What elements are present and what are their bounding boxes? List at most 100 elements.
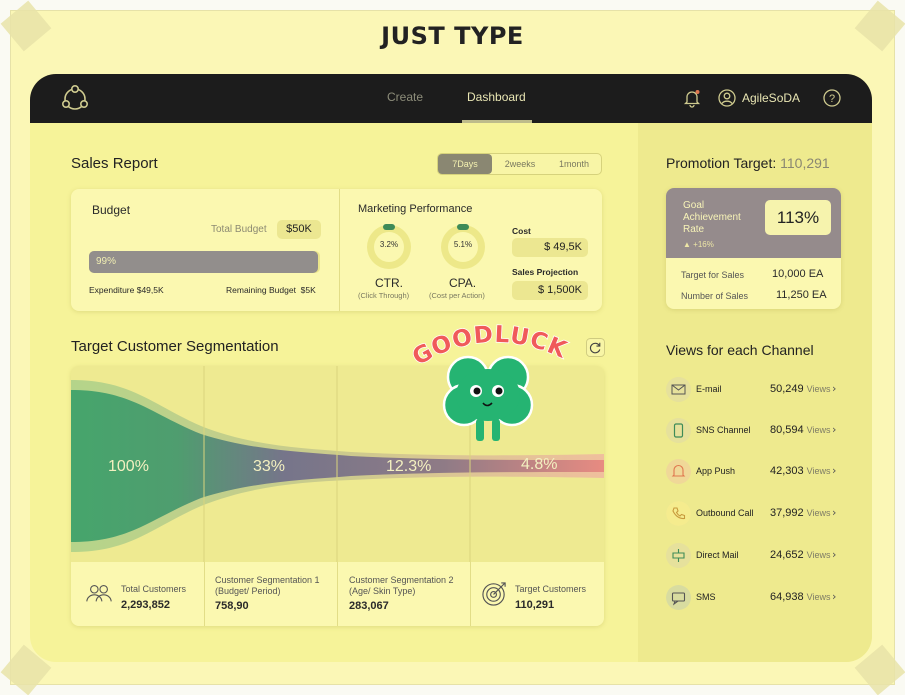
projection-label: Sales Projection — [512, 267, 579, 277]
stage-sub-seg1: (Budget/ Period) — [215, 586, 281, 596]
channel-name: E-mail — [696, 384, 722, 394]
phone-icon — [666, 418, 691, 443]
cpa-donut: 5.1% — [441, 224, 485, 269]
channel-item-app-push[interactable]: App Push 42,303 Views › — [666, 459, 856, 485]
mailbox-icon — [666, 543, 691, 568]
total-budget-value: $50K — [277, 220, 321, 239]
stage-value-target: 110,291 — [515, 599, 555, 611]
remaining-budget-text: Remaining Budget $5K — [226, 285, 316, 295]
channel-name: Direct Mail — [696, 550, 739, 560]
channel-count: 80,594 — [770, 424, 804, 436]
channel-value: 37,992 Views — [770, 507, 831, 519]
chevron-right-icon[interactable]: › — [832, 423, 837, 436]
stage-value-seg2: 283,067 — [349, 600, 389, 612]
svg-text:?: ? — [829, 93, 835, 105]
refresh-icon[interactable] — [586, 338, 605, 357]
ctr-donut: 3.2% — [367, 224, 411, 269]
goal-delta: ▲ +16% — [683, 240, 714, 249]
channel-item-sms[interactable]: SMS 64,938 Views › — [666, 585, 856, 611]
cost-value: $ 49,5K — [512, 238, 588, 257]
expenditure-text: Expenditure $49,5K — [89, 285, 164, 295]
channel-item-sns[interactable]: SNS Channel 80,594 Views › — [666, 418, 856, 444]
ctr-value: 3.2% — [379, 240, 399, 249]
channel-value: 80,594 Views — [770, 424, 831, 436]
views-word: Views — [806, 466, 831, 476]
chat-icon — [666, 585, 691, 610]
top-nav: Create Dashboard AgileSoDA ? — [30, 74, 872, 123]
views-word: Views — [806, 384, 831, 394]
period-2weeks[interactable]: 2weeks — [504, 159, 536, 169]
cpa-sub: (Cost per Action) — [429, 291, 485, 300]
channel-item-outbound-call[interactable]: Outbound Call 37,992 Views › — [666, 501, 856, 527]
views-word: Views — [806, 592, 831, 602]
tab-dashboard[interactable]: Dashboard — [467, 90, 526, 104]
stage-sub-seg2: (Age/ Skin Type) — [349, 586, 416, 596]
num-sales-label: Number of Sales — [681, 291, 749, 301]
stage-value-total: 2,293,852 — [121, 599, 170, 611]
channel-item-direct-mail[interactable]: Direct Mail 24,652 Views › — [666, 543, 856, 569]
channel-name: SNS Channel — [696, 425, 751, 435]
marketing-title: Marketing Performance — [358, 203, 473, 215]
target-sales-label: Target for Sales — [681, 270, 745, 280]
card-divider — [339, 189, 340, 311]
chevron-right-icon[interactable]: › — [832, 506, 837, 519]
target-icon — [482, 582, 506, 606]
period-1month[interactable]: 1month — [558, 159, 590, 169]
chevron-right-icon[interactable]: › — [832, 548, 837, 561]
active-tab-indicator — [462, 120, 532, 123]
stage-value-seg1: 758,90 — [215, 600, 249, 612]
projection-value: $ 1,500K — [512, 281, 588, 300]
promotion-value: 110,291 — [780, 155, 830, 171]
budget-progress-fill — [89, 251, 318, 273]
percent-seg2: 12.3% — [386, 458, 432, 475]
promotion-title: Promotion Target: 110,291 — [666, 155, 830, 171]
ctr-label: CTR. — [375, 276, 403, 290]
period-selector: 7Days 2weeks 1month — [437, 153, 602, 175]
views-word: Views — [806, 550, 831, 560]
channel-count: 42,303 — [770, 465, 804, 477]
target-sales-value: 10,000 EA — [772, 268, 824, 280]
sales-card: Budget Total Budget $50K 99% Expenditure… — [71, 189, 602, 311]
envelope-icon — [666, 377, 691, 402]
stage-label-seg2: Customer Segmentation 2 — [349, 575, 454, 585]
percent-seg1: 33% — [253, 458, 286, 475]
channel-item-email[interactable]: E-mail 50,249 Views › — [666, 377, 856, 403]
cpa-value: 5.1% — [453, 240, 473, 249]
sales-report-title: Sales Report — [71, 155, 158, 172]
goal-value: 113% — [765, 200, 831, 235]
channels-title: Views for each Channel — [666, 342, 814, 358]
people-icon — [86, 584, 112, 602]
notification-bell-icon[interactable] — [682, 88, 702, 108]
chevron-right-icon[interactable]: › — [832, 590, 837, 603]
segmentation-title: Target Customer Segmentation — [71, 338, 279, 355]
funnel-footer: Total Customers 2,293,852 Customer Segme… — [71, 562, 604, 626]
budget-progress-track: 99% — [89, 251, 320, 273]
channel-value: 64,938 Views — [770, 591, 831, 603]
percent-total: 100% — [108, 458, 149, 475]
chevron-right-icon[interactable]: › — [832, 382, 837, 395]
budget-title: Budget — [92, 203, 131, 217]
channel-count: 50,249 — [770, 383, 804, 395]
username[interactable]: AgileSoDA — [742, 91, 801, 105]
tab-create[interactable]: Create — [387, 90, 424, 104]
logo-icon[interactable] — [59, 84, 91, 114]
promotion-card: Goal Achievement Rate ▲ +16% 113% Target… — [666, 188, 841, 309]
goodluck-sticker: GOODLUCK — [410, 322, 580, 452]
budget-progress-label: 99% — [96, 256, 117, 267]
clover-mascot-icon — [442, 355, 534, 441]
footer-divider — [204, 562, 205, 626]
user-icon[interactable] — [718, 89, 736, 107]
chevron-right-icon[interactable]: › — [832, 464, 837, 477]
views-word: Views — [806, 508, 831, 518]
cpa-label: CPA. — [449, 276, 477, 290]
period-7days[interactable]: 7Days — [438, 154, 492, 174]
channel-count: 37,992 — [770, 507, 804, 519]
percent-target: 4.8% — [521, 456, 558, 473]
channel-name: Outbound Call — [696, 508, 754, 518]
channel-value: 42,303 Views — [770, 465, 831, 477]
help-icon[interactable]: ? — [823, 89, 841, 107]
page-title: JUST TYPE — [381, 22, 524, 50]
call-icon — [666, 501, 691, 526]
goodluck-text: GOODLUCK — [410, 322, 571, 372]
footer-divider — [470, 562, 471, 626]
